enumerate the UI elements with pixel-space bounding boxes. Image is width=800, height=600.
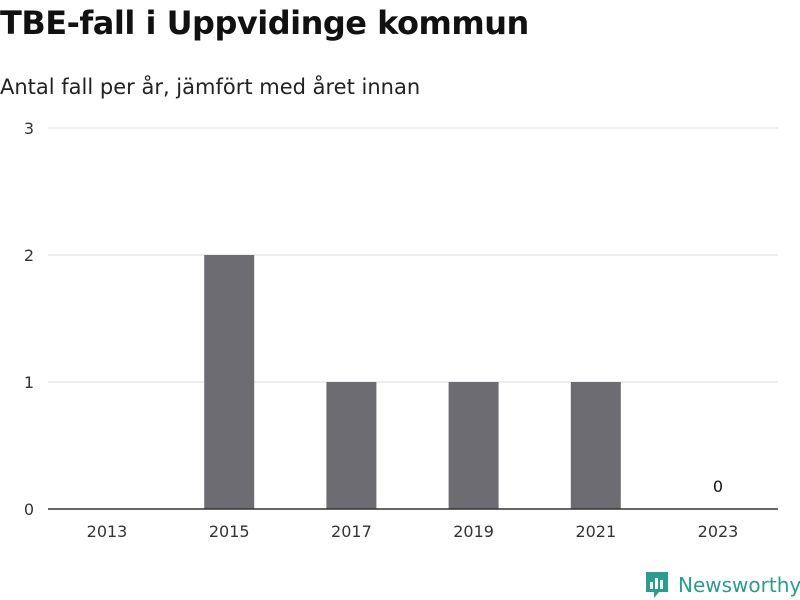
- y-tick-label: 1: [24, 373, 34, 392]
- y-tick-label: 0: [24, 500, 34, 519]
- bar: [326, 382, 377, 509]
- x-tick-label: 2017: [331, 522, 372, 541]
- x-tick-label: 2019: [453, 522, 494, 541]
- x-tick-label: 2023: [698, 522, 739, 541]
- chart-subtitle: Antal fall per år, jämfört med året inna…: [0, 75, 421, 99]
- x-tick-label: 2015: [209, 522, 250, 541]
- bar: [448, 382, 499, 509]
- brand-logo: Newsworthy: [644, 570, 800, 600]
- chart-title: TBE-fall i Uppvidinge kommun: [0, 4, 529, 42]
- bar: [204, 255, 255, 509]
- x-tick-label: 2013: [87, 522, 128, 541]
- x-tick-label: 2021: [575, 522, 616, 541]
- y-tick-label: 3: [24, 119, 34, 138]
- data-label: 0: [713, 477, 723, 496]
- brand-name: Newsworthy: [678, 573, 800, 597]
- newsworthy-logo-icon: [646, 572, 668, 598]
- y-tick-label: 2: [24, 246, 34, 265]
- bar: [570, 382, 621, 509]
